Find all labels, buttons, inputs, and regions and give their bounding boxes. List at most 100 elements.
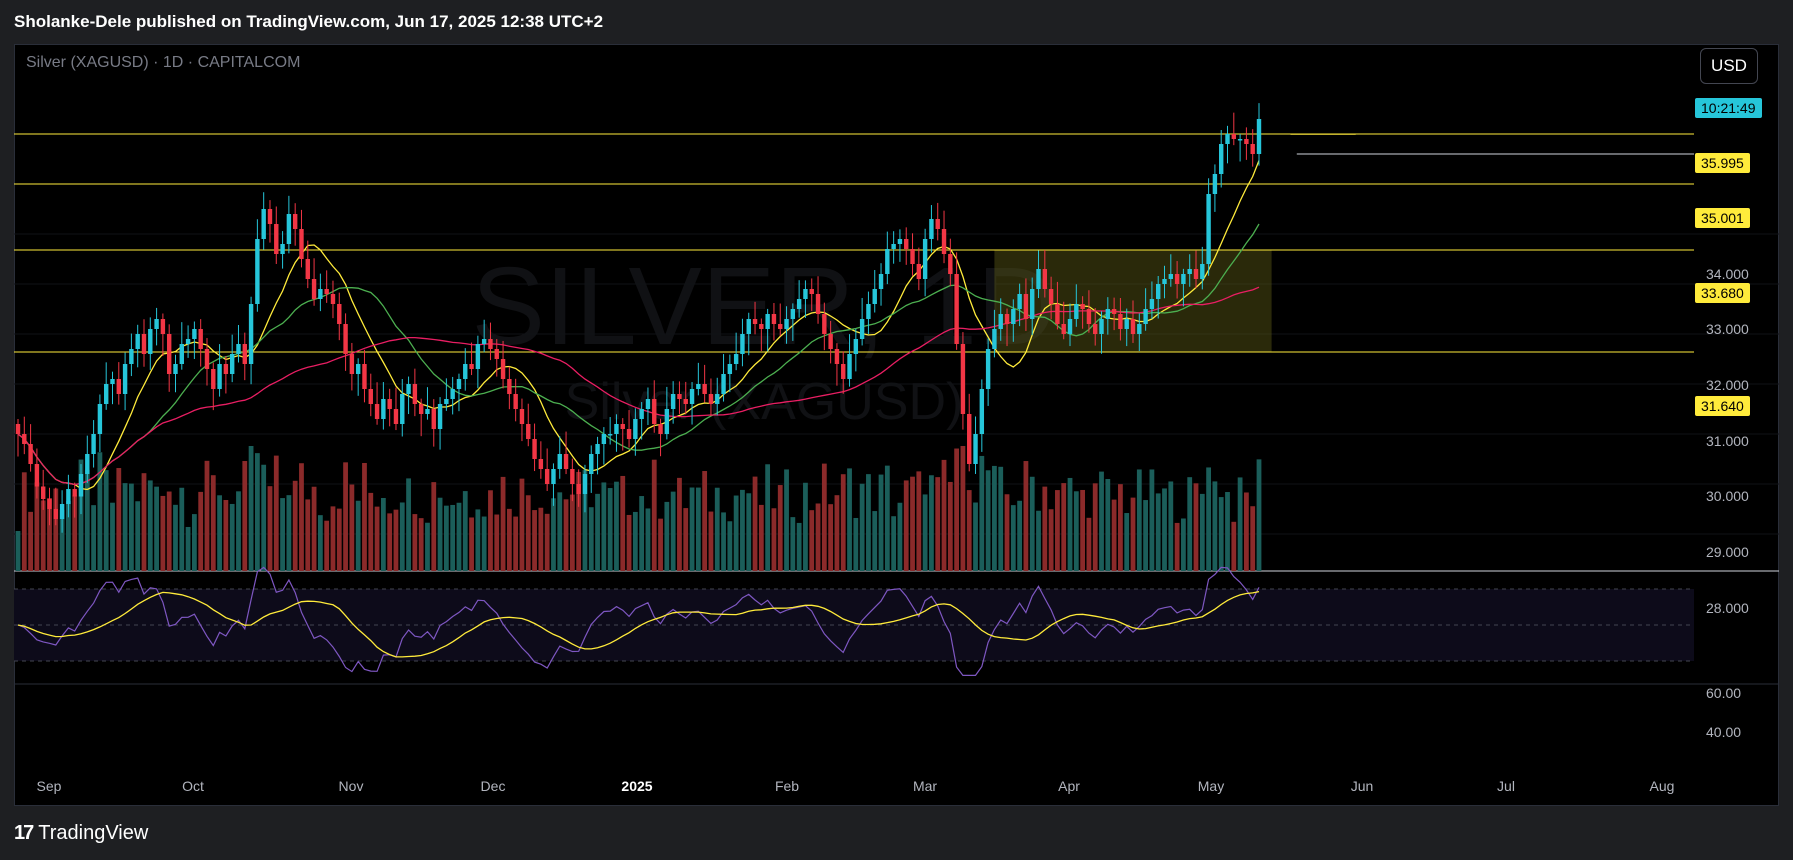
candle-body — [1193, 269, 1199, 279]
volume-bar — [267, 486, 273, 571]
volume-bar — [790, 517, 796, 571]
volume-bar — [481, 516, 487, 571]
volume-bar — [771, 508, 777, 571]
volume-bar — [72, 495, 78, 571]
volume-bar — [217, 495, 222, 571]
volume-bar — [595, 493, 600, 571]
candle-body — [456, 379, 462, 389]
volume-bar — [286, 495, 292, 571]
candle-body — [1124, 319, 1129, 329]
candle-body — [859, 319, 865, 339]
volume-bar — [979, 455, 985, 571]
time-tick: Nov — [338, 778, 364, 794]
candle-body — [261, 209, 266, 239]
volume-bar — [847, 468, 852, 571]
candlestick-chart[interactable]: SILVER, 1D Silver (XAGUSD) — [14, 44, 1779, 806]
volume-bar — [834, 495, 840, 571]
volume-bar — [746, 493, 752, 571]
candle-body — [752, 319, 758, 324]
volume-bar — [878, 474, 884, 571]
candle-body — [803, 289, 808, 299]
candle-body — [1237, 139, 1243, 141]
candle-body — [78, 474, 84, 497]
candle-body — [1137, 324, 1142, 334]
candle-body — [355, 364, 361, 374]
tradingview-logo[interactable]: 17 TradingView — [14, 822, 148, 845]
currency-button[interactable]: USD — [1700, 48, 1758, 84]
candle-body — [696, 384, 701, 389]
candle-body — [1067, 319, 1073, 334]
volume-bar — [97, 452, 103, 571]
volume-bar — [714, 487, 720, 571]
tradingview-logo-icon: 17 — [14, 822, 34, 844]
volume-bar — [141, 473, 147, 571]
candle-body — [374, 404, 380, 419]
volume-bar — [242, 461, 248, 571]
candle-body — [998, 314, 1003, 329]
volume-bar — [1231, 521, 1237, 571]
candle-body — [557, 454, 562, 469]
candle-body — [299, 229, 304, 259]
volume-bar — [1036, 510, 1041, 571]
volume-bar — [462, 491, 468, 571]
volume-bar — [519, 478, 525, 571]
candle-body — [267, 209, 273, 224]
candle-body — [286, 214, 292, 244]
candle-body — [563, 454, 569, 469]
volume-bar — [311, 486, 317, 571]
horizontal-levels[interactable] — [14, 133, 1694, 353]
candle-body — [204, 349, 210, 369]
volume-bar — [456, 502, 462, 571]
publish-header: Sholanke-Dele published on TradingView.c… — [0, 0, 1793, 44]
candle-body — [481, 339, 487, 344]
candle-body — [418, 404, 424, 414]
candle-body — [538, 459, 544, 469]
time-tick: Mar — [912, 778, 938, 794]
volume-bar — [1250, 506, 1256, 571]
candle-body — [1200, 264, 1205, 279]
candle-body — [103, 384, 109, 404]
candle-body — [582, 474, 588, 494]
volume-bar — [992, 465, 997, 571]
candle-body — [689, 389, 695, 404]
candle-body — [1231, 134, 1237, 139]
candle-body — [173, 364, 178, 374]
volume-bar — [412, 514, 418, 571]
candle-body — [670, 394, 676, 409]
volume-bar — [1244, 492, 1249, 571]
volume-bar — [897, 502, 903, 571]
volume-bar — [1073, 491, 1079, 571]
watermark-ticker: SILVER, 1D — [472, 245, 1057, 368]
volume-bar — [15, 531, 21, 571]
candles[interactable] — [15, 103, 1262, 533]
candle-body — [292, 214, 298, 229]
candle-body — [929, 219, 934, 239]
candle-body — [658, 424, 663, 434]
volume-bar — [941, 459, 947, 571]
candle-body — [828, 334, 833, 349]
brand-name: TradingView — [38, 822, 149, 844]
candle-body — [683, 399, 688, 404]
volume-bar — [336, 508, 342, 571]
volume-bar — [544, 513, 550, 571]
volume-bar — [582, 470, 588, 571]
current-price-label: 35.995 — [1695, 153, 1750, 173]
volume-bar — [563, 499, 569, 571]
candle-body — [500, 359, 506, 379]
candle-body — [198, 329, 203, 349]
candle-body — [349, 354, 355, 374]
ma-line-50 — [17, 286, 1260, 486]
candle-body — [72, 489, 77, 497]
candle-body — [280, 244, 285, 254]
time-tick: Jun — [1350, 778, 1374, 794]
volume-bar — [374, 506, 380, 571]
volume-bar — [803, 482, 808, 571]
volume-bar — [210, 475, 216, 571]
candle-body — [526, 424, 531, 439]
candle-body — [771, 314, 777, 324]
candle-body — [519, 409, 525, 424]
candle-body — [626, 429, 632, 439]
volume-bar — [1124, 513, 1130, 571]
volume-bar — [576, 471, 582, 571]
volume-bar — [122, 483, 128, 571]
